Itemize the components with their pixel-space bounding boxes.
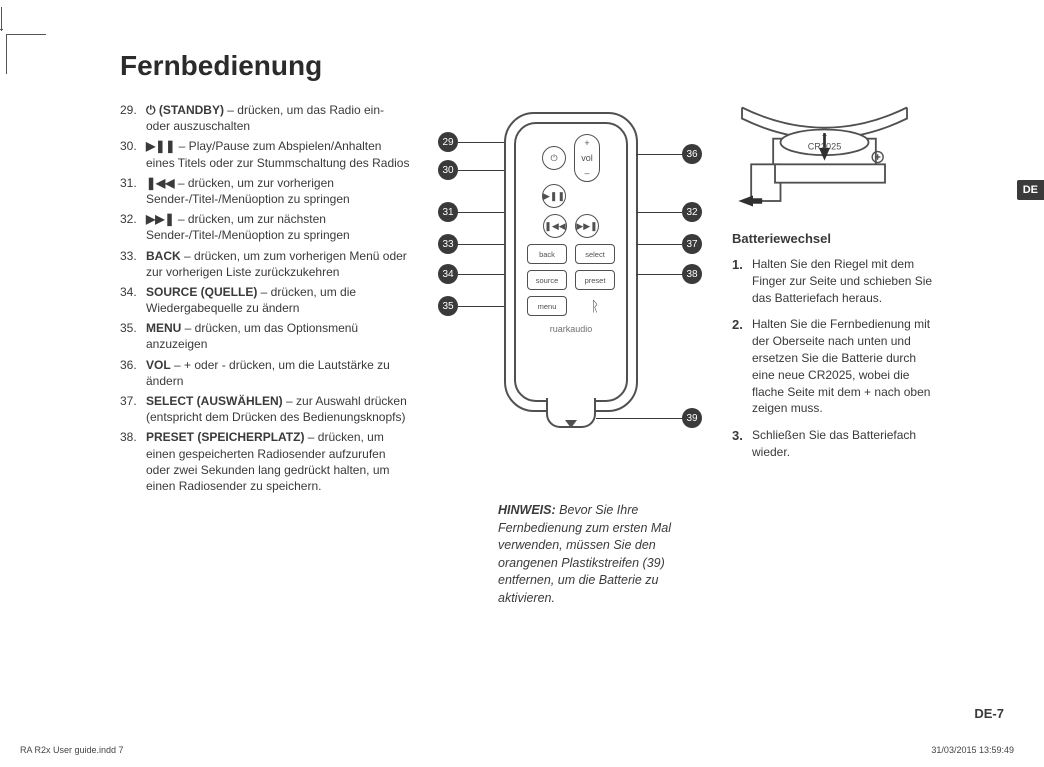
feature-35: MENU – drücken, um das Optionsmenü anzuz… [120, 320, 410, 352]
btn-play: ▶❚❚ [542, 184, 566, 208]
footer-left: RA R2x User guide.indd 7 [20, 745, 124, 755]
callout-39: 39 [682, 408, 702, 428]
feature-33: BACK – drücken, um zum vorherigen Menü o… [120, 248, 410, 280]
btn-volume: + vol – [574, 134, 600, 182]
feature-32: ▶▶❚ – drücken, um zur nächsten Sender-/T… [120, 211, 410, 243]
note: HINWEIS: Bevor Sie Ihre Fernbedienung zu… [498, 502, 688, 607]
btn-back: back [527, 244, 567, 264]
btn-power: ⏻ [542, 146, 566, 170]
remote-outline: ⏻ + vol – ▶❚❚ ❚◀◀ [504, 112, 638, 412]
leader [636, 154, 682, 155]
footer-right: 31/03/2015 13:59:49 [931, 745, 1014, 755]
leader [636, 274, 682, 275]
callout-33: 33 [438, 234, 458, 254]
step-2: Halten Sie die Fernbedienung mit der Obe… [732, 316, 942, 417]
btn-next: ▶▶❚ [575, 214, 599, 238]
battery-tab [546, 398, 596, 428]
callout-35: 35 [438, 296, 458, 316]
columns: ⏻ (STANDBY) – drücken, um das Radio ein-… [120, 102, 1019, 607]
leader [458, 306, 504, 307]
feature-38: PRESET (SPEICHERPLATZ) – drücken, um ein… [120, 429, 410, 494]
callout-38: 38 [682, 264, 702, 284]
btn-source: source [527, 270, 567, 290]
note-lead: HINWEIS: [498, 503, 556, 517]
battery-title: Batteriewechsel [732, 231, 942, 246]
column-diagram: ⏻ + vol – ▶❚❚ ❚◀◀ [436, 102, 706, 607]
page-title: Fernbedienung [120, 50, 1019, 82]
vol-minus: – [584, 168, 589, 178]
feature-30: ▶❚❚ – Play/Pause zum Abspielen/Anhalten … [120, 138, 410, 170]
column-features: ⏻ (STANDBY) – drücken, um das Radio ein-… [120, 102, 410, 607]
feature-34: SOURCE (QUELLE) – drücken, um die Wieder… [120, 284, 410, 316]
callout-32: 32 [682, 202, 702, 222]
brand-icon: ᚱ [575, 296, 615, 316]
leader [458, 212, 504, 213]
callout-34: 34 [438, 264, 458, 284]
battery-illustration: + CR2025 [732, 102, 917, 212]
vol-label: vol [581, 153, 593, 163]
callout-37: 37 [682, 234, 702, 254]
btn-prev: ❚◀◀ [543, 214, 567, 238]
feature-36: VOL – + oder - drücken, um die Lautstärk… [120, 357, 410, 389]
page: Fernbedienung ⏻ (STANDBY) – drücken, um … [120, 50, 1019, 737]
crop-mark [6, 34, 46, 74]
leader [458, 274, 504, 275]
leader [458, 170, 504, 171]
feature-37: SELECT (AUSWÄHLEN) – zur Auswahl drücken… [120, 393, 410, 425]
callout-31: 31 [438, 202, 458, 222]
leader [458, 244, 504, 245]
leader [596, 418, 682, 419]
callout-30: 30 [438, 160, 458, 180]
vol-plus: + [584, 138, 589, 148]
note-body: Bevor Sie Ihre Fernbedienung zum ersten … [498, 503, 671, 605]
callout-36: 36 [682, 144, 702, 164]
feature-31: ❚◀◀ – drücken, um zur vorherigen Sender-… [120, 175, 410, 207]
feature-list: ⏻ (STANDBY) – drücken, um das Radio ein-… [120, 102, 410, 494]
btn-menu: menu [527, 296, 567, 316]
leader [636, 212, 682, 213]
btn-preset: preset [575, 270, 615, 290]
remote-diagram: ⏻ + vol – ▶❚❚ ❚◀◀ [436, 112, 706, 472]
step-1: Halten Sie den Riegel mit dem Finger zur… [732, 256, 942, 306]
page-number: DE-7 [974, 706, 1004, 721]
leader [636, 244, 682, 245]
remote-inner: ⏻ + vol – ▶❚❚ ❚◀◀ [514, 122, 628, 402]
brand-label: ruarkaudio [550, 324, 593, 334]
step-3: Schließen Sie das Batteriefach wieder. [732, 427, 942, 461]
column-battery: + CR2025 Batteriewechsel Halten Sie den … [732, 102, 942, 607]
leader [458, 142, 504, 143]
feature-29: ⏻ (STANDBY) – drücken, um das Radio ein-… [120, 102, 410, 134]
btn-select: select [575, 244, 615, 264]
callout-29: 29 [438, 132, 458, 152]
battery-steps: Halten Sie den Riegel mit dem Finger zur… [732, 256, 942, 461]
language-tab: DE [1017, 180, 1044, 200]
